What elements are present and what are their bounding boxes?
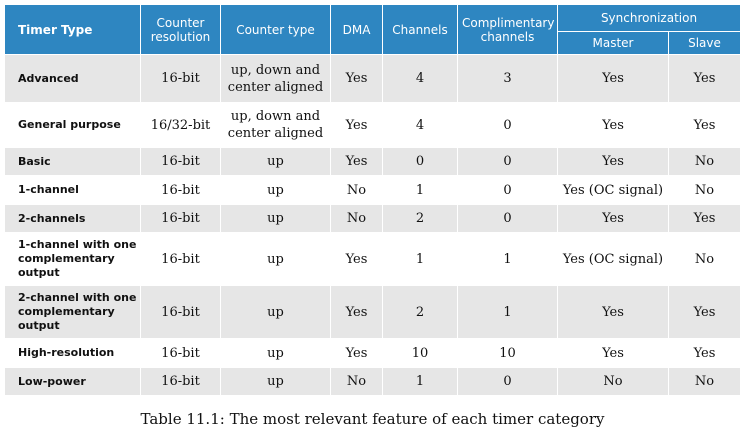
slave-cell: Yes — [668, 338, 741, 368]
header-synchronization: Synchronization — [557, 4, 741, 32]
timer-type-cell: Advanced — [4, 54, 141, 103]
complimentary-cell: 0 — [457, 367, 558, 396]
counter-type-cell: up — [220, 285, 331, 339]
counter-type-cell: up — [220, 338, 331, 368]
complimentary-cell: 1 — [457, 232, 558, 286]
timer-type-cell: General purpose — [4, 102, 141, 148]
complimentary-cell: 0 — [457, 102, 558, 148]
dma-cell: Yes — [330, 338, 383, 368]
master-cell: Yes — [557, 102, 669, 148]
channels-cell: 0 — [382, 147, 458, 176]
complimentary-cell: 0 — [457, 204, 558, 233]
channels-cell: 4 — [382, 102, 458, 148]
master-cell: Yes — [557, 147, 669, 176]
complimentary-cell: 1 — [457, 285, 558, 339]
table-row: 2-channels 16-bit up No 2 0 Yes Yes — [4, 204, 741, 233]
table-row: High-resolution 16-bit up Yes 10 10 Yes Yes — [4, 338, 741, 368]
header-slave: Slave — [668, 31, 741, 55]
table-header: Timer Type Counter resolution Counter ty… — [4, 4, 741, 55]
table-row: 2-channel with one complementary output 1… — [4, 285, 741, 339]
resolution-cell: 16-bit — [140, 147, 221, 176]
header-timer-type: Timer Type — [4, 4, 141, 55]
dma-cell: Yes — [330, 102, 383, 148]
master-cell: Yes — [557, 54, 669, 103]
complimentary-cell: 3 — [457, 54, 558, 103]
table-caption: Table 11.1: The most relevant feature of… — [140, 410, 605, 428]
counter-type-cell: up — [220, 147, 331, 176]
dma-cell: No — [330, 204, 383, 233]
counter-type-cell: up — [220, 175, 331, 205]
channels-cell: 2 — [382, 285, 458, 339]
channels-cell: 1 — [382, 367, 458, 396]
counter-type-cell: up — [220, 232, 331, 286]
timer-type-cell: 2-channels — [4, 204, 141, 233]
slave-cell: Yes — [668, 285, 741, 339]
complimentary-cell: 0 — [457, 147, 558, 176]
complimentary-cell: 0 — [457, 175, 558, 205]
resolution-cell: 16-bit — [140, 54, 221, 103]
dma-cell: Yes — [330, 232, 383, 286]
counter-type-cell: up, down and center aligned — [220, 54, 331, 103]
table-row: Basic 16-bit up Yes 0 0 Yes No — [4, 147, 741, 176]
master-cell: Yes — [557, 285, 669, 339]
dma-cell: Yes — [330, 54, 383, 103]
channels-cell: 4 — [382, 54, 458, 103]
slave-cell: Yes — [668, 102, 741, 148]
slave-cell: No — [668, 232, 741, 286]
master-cell: Yes (OC signal) — [557, 232, 669, 286]
master-cell: Yes (OC signal) — [557, 175, 669, 205]
channels-cell: 1 — [382, 232, 458, 286]
timer-type-cell: Basic — [4, 147, 141, 176]
timer-type-cell: High-resolution — [4, 338, 141, 368]
timer-type-cell: 1-channel with one complementary output — [4, 232, 141, 286]
master-cell: Yes — [557, 338, 669, 368]
timer-features-table: Timer Type Counter resolution Counter ty… — [4, 4, 741, 396]
timer-type-cell: Low-power — [4, 367, 141, 396]
slave-cell: No — [668, 367, 741, 396]
counter-type-cell: up — [220, 367, 331, 396]
channels-cell: 2 — [382, 204, 458, 233]
resolution-cell: 16-bit — [140, 367, 221, 396]
channels-cell: 1 — [382, 175, 458, 205]
dma-cell: No — [330, 367, 383, 396]
resolution-cell: 16-bit — [140, 175, 221, 205]
resolution-cell: 16-bit — [140, 204, 221, 233]
channels-cell: 10 — [382, 338, 458, 368]
slave-cell: Yes — [668, 204, 741, 233]
table-row: General purpose 16/32-bit up, down and cen… — [4, 102, 741, 148]
resolution-cell: 16-bit — [140, 285, 221, 339]
table-body: Advanced 16-bit up, down and center aligne… — [4, 54, 741, 396]
header-complimentary-channels: Complimentary channels — [457, 4, 558, 55]
header-channels: Channels — [382, 4, 458, 55]
header-counter-type: Counter type — [220, 4, 331, 55]
header-counter-resolution: Counter resolution — [140, 4, 221, 55]
counter-type-cell: up, down and center aligned — [220, 102, 331, 148]
table-row: Advanced 16-bit up, down and center aligne… — [4, 54, 741, 103]
complimentary-cell: 10 — [457, 338, 558, 368]
resolution-cell: 16-bit — [140, 338, 221, 368]
header-master: Master — [557, 31, 669, 55]
table-row: Low-power 16-bit up No 1 0 No No — [4, 367, 741, 396]
slave-cell: No — [668, 175, 741, 205]
header-dma: DMA — [330, 4, 383, 55]
dma-cell: Yes — [330, 285, 383, 339]
table-row: 1-channel 16-bit up No 1 0 Yes (OC signal) No — [4, 175, 741, 205]
slave-cell: Yes — [668, 54, 741, 103]
resolution-cell: 16-bit — [140, 232, 221, 286]
counter-type-cell: up — [220, 204, 331, 233]
timer-type-cell: 1-channel — [4, 175, 141, 205]
slave-cell: No — [668, 147, 741, 176]
resolution-cell: 16/32-bit — [140, 102, 221, 148]
dma-cell: Yes — [330, 147, 383, 176]
master-cell: No — [557, 367, 669, 396]
timer-type-cell: 2-channel with one complementary output — [4, 285, 141, 339]
master-cell: Yes — [557, 204, 669, 233]
dma-cell: No — [330, 175, 383, 205]
table-row: 1-channel with one complementary output 1… — [4, 232, 741, 286]
